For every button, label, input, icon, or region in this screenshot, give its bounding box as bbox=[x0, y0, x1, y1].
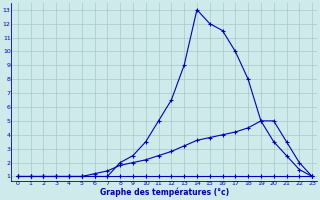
X-axis label: Graphe des températures (°c): Graphe des températures (°c) bbox=[100, 188, 229, 197]
